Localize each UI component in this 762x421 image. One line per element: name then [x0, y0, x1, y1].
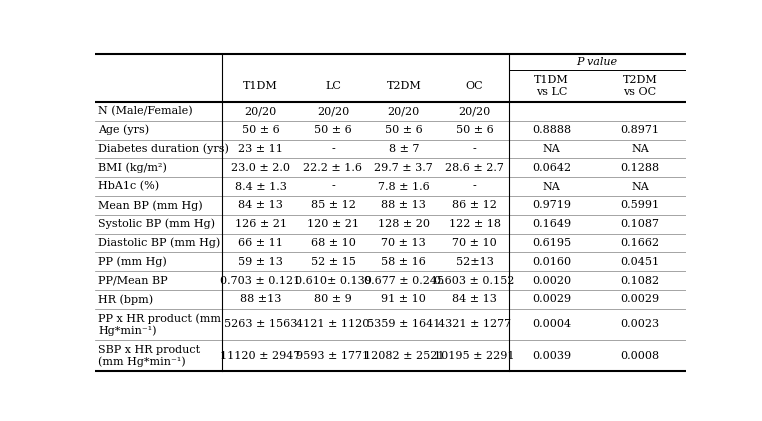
Text: 52 ± 15: 52 ± 15 [310, 257, 355, 267]
Text: -: - [472, 144, 476, 154]
Text: 0.1288: 0.1288 [620, 163, 660, 173]
Text: 50 ± 6: 50 ± 6 [314, 125, 352, 135]
Text: PP/Mean BP: PP/Mean BP [98, 276, 168, 285]
Text: 28.6 ± 2.7: 28.6 ± 2.7 [445, 163, 504, 173]
Text: Mean BP (mm Hg): Mean BP (mm Hg) [98, 200, 203, 210]
Text: 50 ± 6: 50 ± 6 [456, 125, 494, 135]
Text: 59 ± 13: 59 ± 13 [239, 257, 283, 267]
Text: 0.610± 0.139: 0.610± 0.139 [294, 276, 371, 285]
Text: LC: LC [325, 81, 341, 91]
Text: 20/20: 20/20 [459, 107, 491, 116]
Text: 5263 ± 1563: 5263 ± 1563 [224, 320, 297, 330]
Text: 50 ± 6: 50 ± 6 [242, 125, 280, 135]
Text: NA: NA [543, 181, 560, 192]
Text: 23 ± 11: 23 ± 11 [239, 144, 283, 154]
Text: T1DM
vs LC: T1DM vs LC [534, 75, 568, 96]
Text: 84 ± 13: 84 ± 13 [239, 200, 283, 210]
Text: 0.1082: 0.1082 [620, 276, 660, 285]
Text: 84 ± 13: 84 ± 13 [452, 294, 497, 304]
Text: P value: P value [577, 57, 618, 67]
Text: NA: NA [631, 144, 649, 154]
Text: 88 ± 13: 88 ± 13 [381, 200, 426, 210]
Text: 0.0023: 0.0023 [620, 320, 660, 330]
Text: 8 ± 7: 8 ± 7 [389, 144, 419, 154]
Text: 58 ± 16: 58 ± 16 [381, 257, 426, 267]
Text: Age (yrs): Age (yrs) [98, 125, 149, 136]
Text: HbA1c (%): HbA1c (%) [98, 181, 159, 192]
Text: 0.5991: 0.5991 [620, 200, 660, 210]
Text: 7.8 ± 1.6: 7.8 ± 1.6 [378, 181, 430, 192]
Text: 68 ± 10: 68 ± 10 [310, 238, 355, 248]
Text: 0.8971: 0.8971 [620, 125, 660, 135]
Text: 9593 ± 1771: 9593 ± 1771 [296, 351, 370, 361]
Text: BMI (kg/m²): BMI (kg/m²) [98, 163, 167, 173]
Text: 20/20: 20/20 [388, 107, 420, 116]
Text: 0.0451: 0.0451 [620, 257, 660, 267]
Text: 0.9719: 0.9719 [532, 200, 571, 210]
Text: NA: NA [631, 181, 649, 192]
Text: 0.0642: 0.0642 [532, 163, 571, 173]
Text: 0.0039: 0.0039 [532, 351, 571, 361]
Text: OC: OC [466, 81, 484, 91]
Text: 11120 ± 2947: 11120 ± 2947 [220, 351, 301, 361]
Text: 0.703 ± 0.121: 0.703 ± 0.121 [220, 276, 301, 285]
Text: 20/20: 20/20 [245, 107, 277, 116]
Text: 50 ± 6: 50 ± 6 [385, 125, 423, 135]
Text: 86 ± 12: 86 ± 12 [452, 200, 497, 210]
Text: PP x HR product (mm
Hg*min⁻¹): PP x HR product (mm Hg*min⁻¹) [98, 313, 221, 336]
Text: Diastolic BP (mm Hg): Diastolic BP (mm Hg) [98, 238, 220, 248]
Text: SBP x HR product
(mm Hg*min⁻¹): SBP x HR product (mm Hg*min⁻¹) [98, 345, 200, 367]
Text: 88 ±13: 88 ±13 [240, 294, 281, 304]
Text: 128 ± 20: 128 ± 20 [378, 219, 430, 229]
Text: 0.1649: 0.1649 [532, 219, 571, 229]
Text: 0.0004: 0.0004 [532, 320, 571, 330]
Text: 85 ± 12: 85 ± 12 [310, 200, 355, 210]
Text: 10195 ± 2291: 10195 ± 2291 [434, 351, 515, 361]
Text: 8.4 ± 1.3: 8.4 ± 1.3 [235, 181, 287, 192]
Text: 0.8888: 0.8888 [532, 125, 571, 135]
Text: 0.603 ± 0.152: 0.603 ± 0.152 [434, 276, 515, 285]
Text: HR (bpm): HR (bpm) [98, 294, 153, 305]
Text: 0.677 ± 0.245: 0.677 ± 0.245 [363, 276, 444, 285]
Text: 0.6195: 0.6195 [532, 238, 571, 248]
Text: 120 ± 21: 120 ± 21 [307, 219, 359, 229]
Text: 0.1662: 0.1662 [620, 238, 660, 248]
Text: 0.0008: 0.0008 [620, 351, 660, 361]
Text: 0.0029: 0.0029 [620, 294, 660, 304]
Text: 4321 ± 1277: 4321 ± 1277 [438, 320, 511, 330]
Text: PP (mm Hg): PP (mm Hg) [98, 256, 167, 267]
Text: 126 ± 21: 126 ± 21 [235, 219, 287, 229]
Text: 5359 ± 1641: 5359 ± 1641 [367, 320, 440, 330]
Text: -: - [472, 181, 476, 192]
Text: 29.7 ± 3.7: 29.7 ± 3.7 [374, 163, 433, 173]
Text: T2DM: T2DM [386, 81, 421, 91]
Text: T1DM: T1DM [243, 81, 278, 91]
Text: 20/20: 20/20 [317, 107, 349, 116]
Text: -: - [331, 144, 335, 154]
Text: 80 ± 9: 80 ± 9 [314, 294, 352, 304]
Text: 66 ± 11: 66 ± 11 [239, 238, 283, 248]
Text: 0.1087: 0.1087 [620, 219, 660, 229]
Text: 52±13: 52±13 [456, 257, 494, 267]
Text: 23.0 ± 2.0: 23.0 ± 2.0 [231, 163, 290, 173]
Text: 70 ± 10: 70 ± 10 [453, 238, 497, 248]
Text: NA: NA [543, 144, 560, 154]
Text: 91 ± 10: 91 ± 10 [381, 294, 426, 304]
Text: 22.2 ± 1.6: 22.2 ± 1.6 [303, 163, 363, 173]
Text: 122 ± 18: 122 ± 18 [449, 219, 501, 229]
Text: 0.0029: 0.0029 [532, 294, 571, 304]
Text: T2DM
vs OC: T2DM vs OC [623, 75, 658, 96]
Text: 12082 ± 2521: 12082 ± 2521 [363, 351, 444, 361]
Text: N (Male/Female): N (Male/Female) [98, 106, 193, 117]
Text: -: - [331, 181, 335, 192]
Text: Diabetes duration (yrs): Diabetes duration (yrs) [98, 144, 229, 154]
Text: 0.0160: 0.0160 [532, 257, 571, 267]
Text: 4121 ± 1120: 4121 ± 1120 [296, 320, 370, 330]
Text: 70 ± 13: 70 ± 13 [382, 238, 426, 248]
Text: 0.0020: 0.0020 [532, 276, 571, 285]
Text: Systolic BP (mm Hg): Systolic BP (mm Hg) [98, 219, 215, 229]
